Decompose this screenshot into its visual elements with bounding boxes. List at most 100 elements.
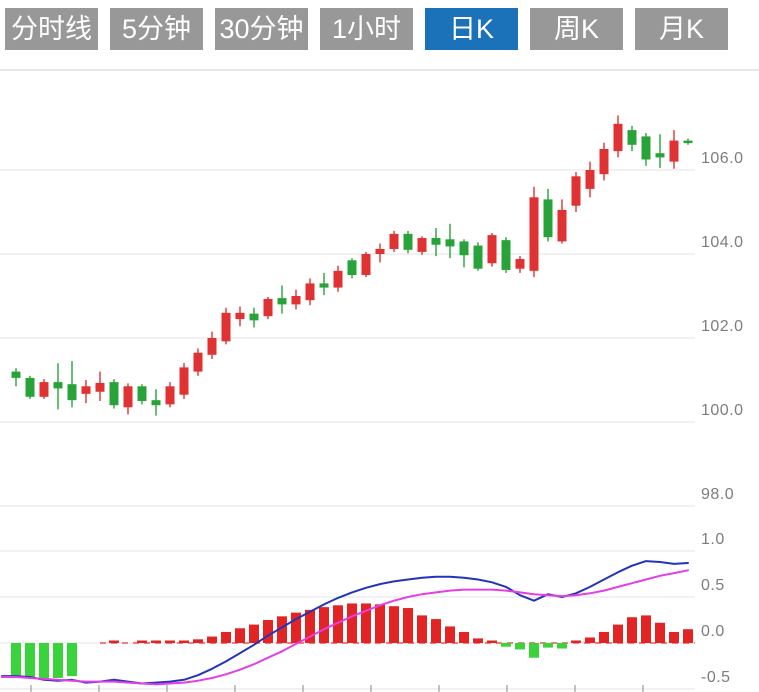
candle-body [515,259,525,269]
macd-bar [459,631,469,643]
tab-周K[interactable]: 周K [530,8,623,50]
tab-30分钟[interactable]: 30分钟 [215,8,308,50]
macd-axis-label: -0.5 [701,669,731,686]
candle-body [11,371,21,378]
candle-body [431,238,441,245]
candle-body [347,260,357,275]
macd-bar [53,643,63,678]
candle-body [221,312,231,342]
macd-bar [641,615,651,643]
candle-body [403,233,413,250]
macd-bar [529,643,539,658]
price-axis-label: 98.0 [701,486,734,503]
macd-bar [305,609,315,643]
candle-body [193,352,203,372]
period-tabbar: 分时线 5分钟 30分钟 1小时 日K 周K 月K [5,8,728,50]
macd-bar [193,639,203,643]
candle-body [39,382,49,397]
tab-日K[interactable]: 日K [425,8,518,50]
macd-axis-label: 0.5 [701,577,725,594]
macd-bar [11,643,21,677]
candle-body [207,338,217,355]
candle-body [165,386,175,405]
macd-bar [683,629,693,643]
macd-bar [445,626,455,643]
candle-body [627,130,637,145]
candle-body [81,386,91,394]
candle-body [529,197,539,271]
candle-body [445,239,455,247]
macd-bar [235,628,245,643]
macd-bar [361,603,371,643]
macd-bar [515,643,525,650]
macd-bar [627,617,637,643]
candle-body [291,296,301,305]
macd-bar [557,643,567,649]
candle-body [389,233,399,249]
candle-body [501,240,511,270]
candle-body [179,367,189,395]
macd-bar [333,605,343,643]
candle-body [599,149,609,175]
macd-bar [347,603,357,643]
macd-bar [389,606,399,643]
candle-body [151,400,161,406]
candle-body [655,153,665,158]
candle-body [417,238,427,252]
candle-body [305,283,315,301]
tab-5分钟[interactable]: 5分钟 [110,8,203,50]
candle-body [319,283,329,288]
macd-bar [207,636,217,643]
price-axis-label: 106.0 [701,150,744,167]
tab-1小时[interactable]: 1小时 [320,8,413,50]
macd-bar [473,638,483,643]
price-axis-label: 102.0 [701,318,744,335]
candle-body [669,140,679,162]
macd-axis-label: 1.0 [701,531,725,548]
macd-bar [249,624,259,643]
macd-bar [165,640,175,643]
candle-body [571,176,581,206]
macd-axis-label: 0.0 [701,623,725,640]
macd-bar [655,622,665,643]
macd-bar [151,640,161,643]
candle-body [613,123,623,152]
candle-body [683,140,693,144]
candle-body [557,209,567,242]
macd-bar [403,608,413,643]
tab-月K[interactable]: 月K [635,8,728,50]
candle-body [543,199,553,238]
macd-bar [179,640,189,643]
candle-body [473,245,483,269]
macd-bar [67,643,77,677]
macd-bar [263,620,273,643]
macd-bar [291,612,301,643]
candle-body [375,248,385,254]
candle-body [249,313,259,321]
candle-body [487,235,497,264]
candle-body [277,298,287,305]
macd-bar [417,615,427,643]
candle-body [459,241,469,256]
candle-body [123,386,133,408]
macd-bar [277,616,287,643]
macd-bar [571,640,581,643]
candle-body [109,382,119,406]
price-axis-label: 100.0 [701,402,744,419]
macd-bar [137,640,147,643]
candle-body [235,312,245,320]
macd-bar [25,643,35,678]
macd-bar [501,643,511,647]
candle-body [641,136,651,160]
dif-line [1,560,689,685]
candle-body [585,170,595,189]
macd-bar [599,631,609,643]
macd-bar [585,637,595,643]
tab-分时线[interactable]: 分时线 [5,8,98,50]
macd-bar [431,619,441,643]
candle-body [95,382,105,392]
macd-bar [221,631,231,643]
dea-line [1,569,689,686]
